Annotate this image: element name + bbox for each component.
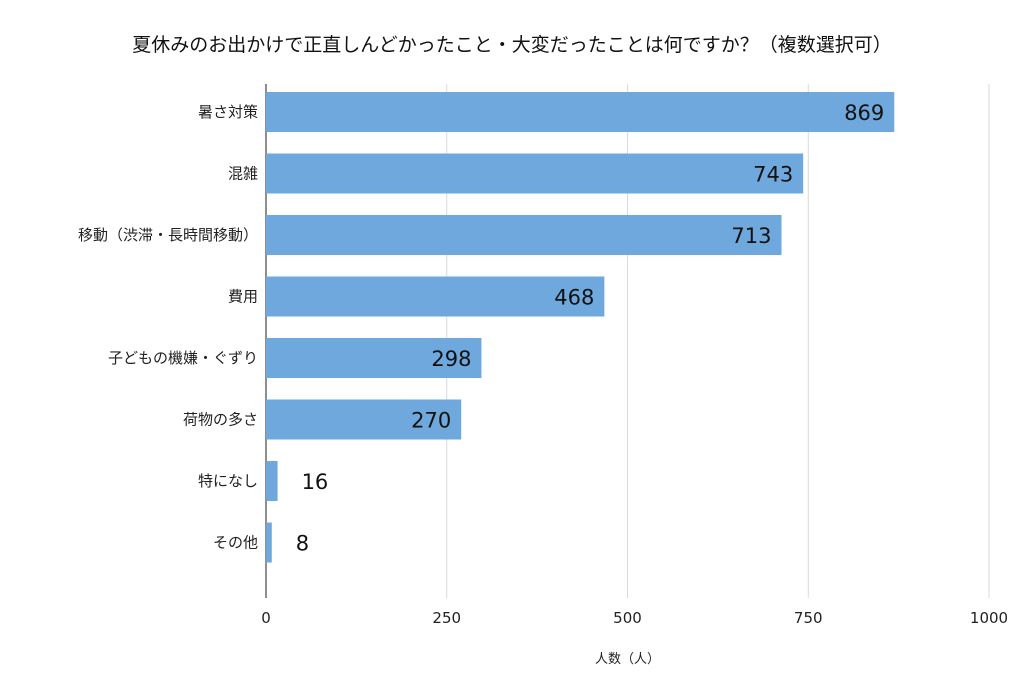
category-label-3: 費用 — [228, 288, 258, 306]
value-label-4: 298 — [431, 347, 471, 371]
chart-title: 夏休みのお出かけで正直しんどかったこと・大変だったことは何ですか？（複数選択可） — [132, 34, 892, 56]
bar-2 — [266, 215, 782, 255]
x-tick-label-250: 250 — [432, 609, 461, 627]
label-layer: 0 250 500 750 1000 暑さ対策 869 混雑 743 移動（渋滞・長時間移動） 71… — [78, 101, 1008, 627]
bar-5 — [266, 399, 462, 440]
category-label-1: 混雑 — [228, 165, 258, 183]
category-label-2: 移動（渋滞・長時間移動） — [78, 226, 258, 244]
bar-1 — [266, 153, 804, 194]
value-label-3: 468 — [554, 286, 594, 310]
value-label-1: 743 — [753, 163, 793, 187]
bar-3 — [266, 276, 605, 317]
x-tick-label-1000: 1000 — [970, 609, 1008, 627]
value-label-2: 713 — [731, 224, 771, 248]
bar-4 — [266, 338, 482, 378]
category-label-4: 子どもの機嫌・ぐずり — [108, 349, 258, 367]
category-label-7: その他 — [213, 534, 258, 552]
value-label-5: 270 — [411, 409, 451, 433]
value-label-0: 869 — [844, 101, 884, 125]
bar-layer — [266, 92, 895, 563]
bar-0 — [266, 92, 895, 132]
category-label-0: 暑さ対策 — [198, 103, 258, 121]
x-axis-title: 人数（人） — [595, 652, 660, 667]
category-label-5: 荷物の多さ — [183, 411, 258, 429]
x-tick-label-750: 750 — [794, 609, 823, 627]
bar-7 — [266, 522, 272, 563]
bar-6 — [266, 461, 278, 501]
value-label-6: 16 — [302, 470, 329, 494]
x-tick-label-0: 0 — [261, 609, 271, 627]
x-tick-label-500: 500 — [613, 609, 642, 627]
category-label-6: 特になし — [198, 472, 258, 490]
value-label-7: 8 — [296, 532, 309, 556]
